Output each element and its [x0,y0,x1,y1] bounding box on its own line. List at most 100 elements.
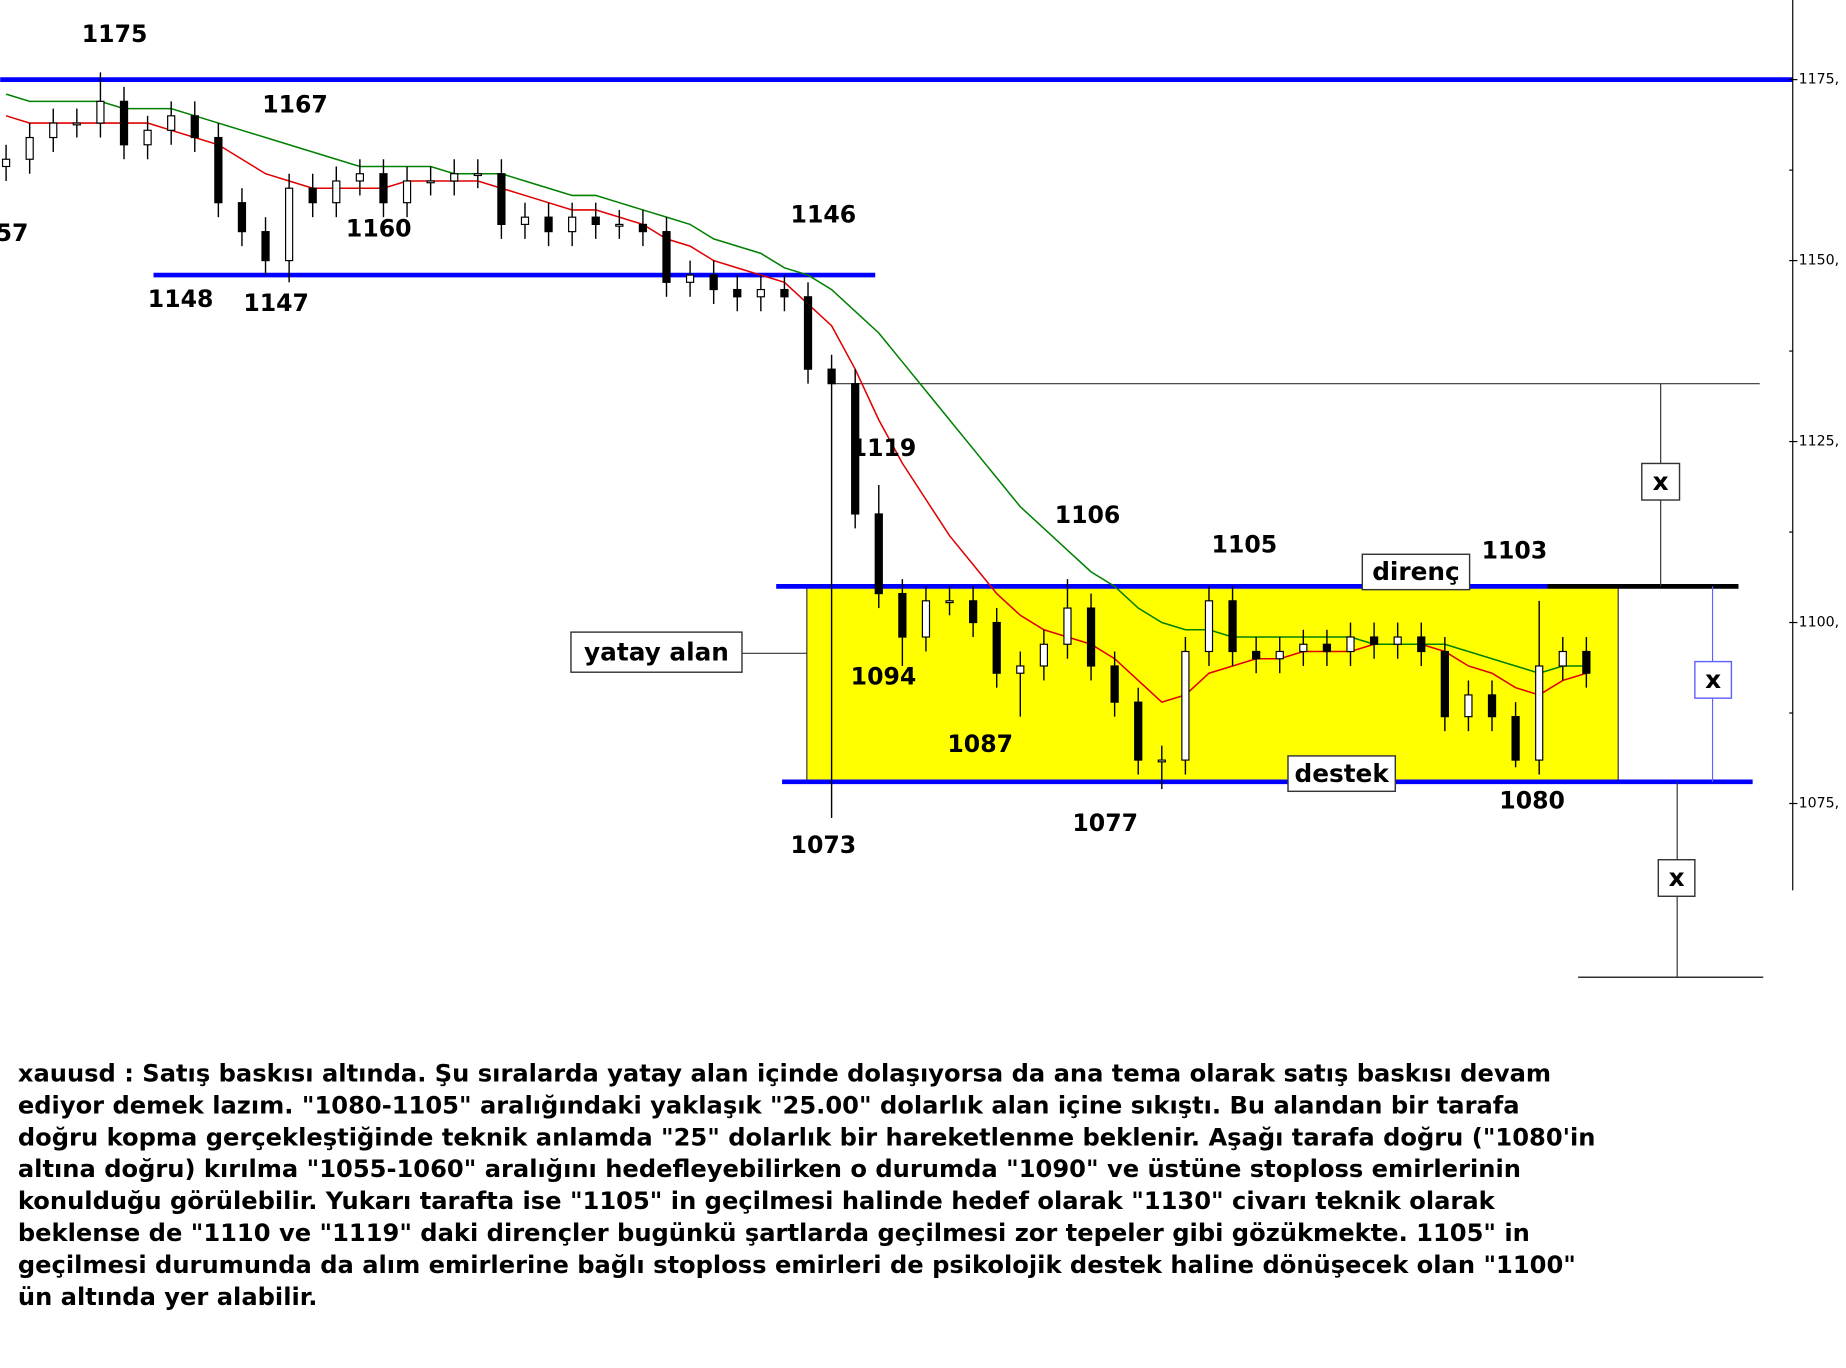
candle-body [1299,643,1308,653]
candle-body [332,180,341,204]
candle-body [284,187,294,262]
candle-body [1275,650,1284,660]
candle-body [544,216,553,233]
candle-body [379,173,388,204]
candle-body [1181,650,1190,761]
commentary-line: ün altında yer alabilir. [18,1283,318,1311]
candle-body [1134,701,1143,761]
price-annotation: 1147 [243,289,309,317]
commentary-line: doğru kopma gerçekleştiğinde teknik anla… [18,1123,1596,1151]
price-annotation: 1077 [1072,809,1138,837]
candle-body [1252,650,1261,660]
price-annotation: 1087 [947,730,1013,758]
candle-body [355,173,365,182]
label-box [1287,755,1397,793]
commentary-line: xauusd : Satış baskısı altında. Şu sıral… [18,1059,1551,1087]
candle-body [1,158,11,168]
boxed-label: x [1653,467,1669,496]
label-box [1657,859,1696,897]
candle-body [591,216,600,225]
label-box [1694,660,1733,699]
price-annotation: 57 [0,219,28,247]
candle-body [1322,643,1332,653]
price-annotation: 1106 [1055,501,1121,529]
label-box [570,631,743,673]
price-annotation: 1160 [346,214,412,242]
candle-body [1086,607,1096,667]
boxed-label: destek [1294,759,1389,788]
label-box [1361,553,1471,591]
candle-body [780,288,789,298]
candle-body [1582,650,1591,674]
price-annotation: 1148 [148,285,214,313]
boxed-label: x [1705,665,1721,694]
commentary-line: geçilmesi durumunda da alım emirlerine b… [18,1251,1576,1279]
candle-body [520,216,530,225]
price-annotation: 1119 [851,434,917,462]
candle-body [49,122,58,139]
candle-body [1016,665,1025,674]
y-tick-label: 1150, [1799,253,1839,269]
candle-body [402,180,412,204]
price-annotation: 1175 [82,20,148,48]
commentary-line: altına doğru) kırılma "1055-1060" aralığ… [18,1155,1521,1183]
candle-body [1440,650,1449,718]
candle-body [214,136,223,204]
candle-body [237,202,247,233]
candle-body [1464,694,1473,718]
price-annotation: 1080 [1499,786,1565,814]
moving-average [5,93,1587,675]
candle-body [968,600,978,624]
price-annotation: 1094 [851,663,917,691]
candle-body [756,288,765,298]
candle-body [25,136,34,160]
candle-body [96,100,105,124]
candle-body [473,173,482,177]
candle-body [1039,643,1049,667]
candle-body [568,216,577,233]
candle-body [308,187,317,204]
candle-body [1063,607,1072,645]
candle-body [72,122,81,126]
candle-body [1157,759,1166,763]
boxed-label: x [1669,863,1685,892]
boxed-label: direnç [1372,557,1459,586]
y-tick-label: 1125, [1799,434,1839,450]
candle-body [662,231,671,283]
candle-body [638,223,648,233]
candle-body [1346,636,1355,653]
candle-body [921,600,931,638]
y-tick-label: 1175, [1799,72,1839,88]
price-annotation: 1073 [791,831,857,859]
candle-body [497,173,506,225]
candle-body [1511,716,1520,761]
candle-body [261,231,270,262]
candle-body [1228,600,1237,653]
price-annotation: 1103 [1482,536,1548,564]
candle-body [1204,600,1214,653]
boxed-label: yatay alan [584,637,729,666]
candle-body [190,115,199,139]
candle-body [119,100,129,146]
candle-body [167,115,176,131]
price-annotation: 1105 [1212,531,1278,559]
candle-body [1535,665,1544,761]
price-annotation: 1167 [262,91,328,119]
candle-body [450,173,459,182]
candle-body [803,296,813,370]
candle-body [1110,665,1119,703]
commentary-line: konulduğu görülebilir. Yukarı tarafta is… [18,1187,1496,1215]
commentary-line: beklense de "1110 ve "1119" daki dirençl… [18,1219,1530,1247]
candle-body [1369,636,1379,645]
candle-body [1487,694,1497,718]
candle-body [851,383,860,515]
y-tick-label: 1075, [1799,796,1839,812]
candle-body [874,513,883,595]
candle-body [685,274,695,283]
candle-body [733,288,742,298]
candle-body [898,592,907,638]
candle-body [1393,636,1402,645]
label-box [1641,462,1681,501]
candle-body [615,223,624,227]
